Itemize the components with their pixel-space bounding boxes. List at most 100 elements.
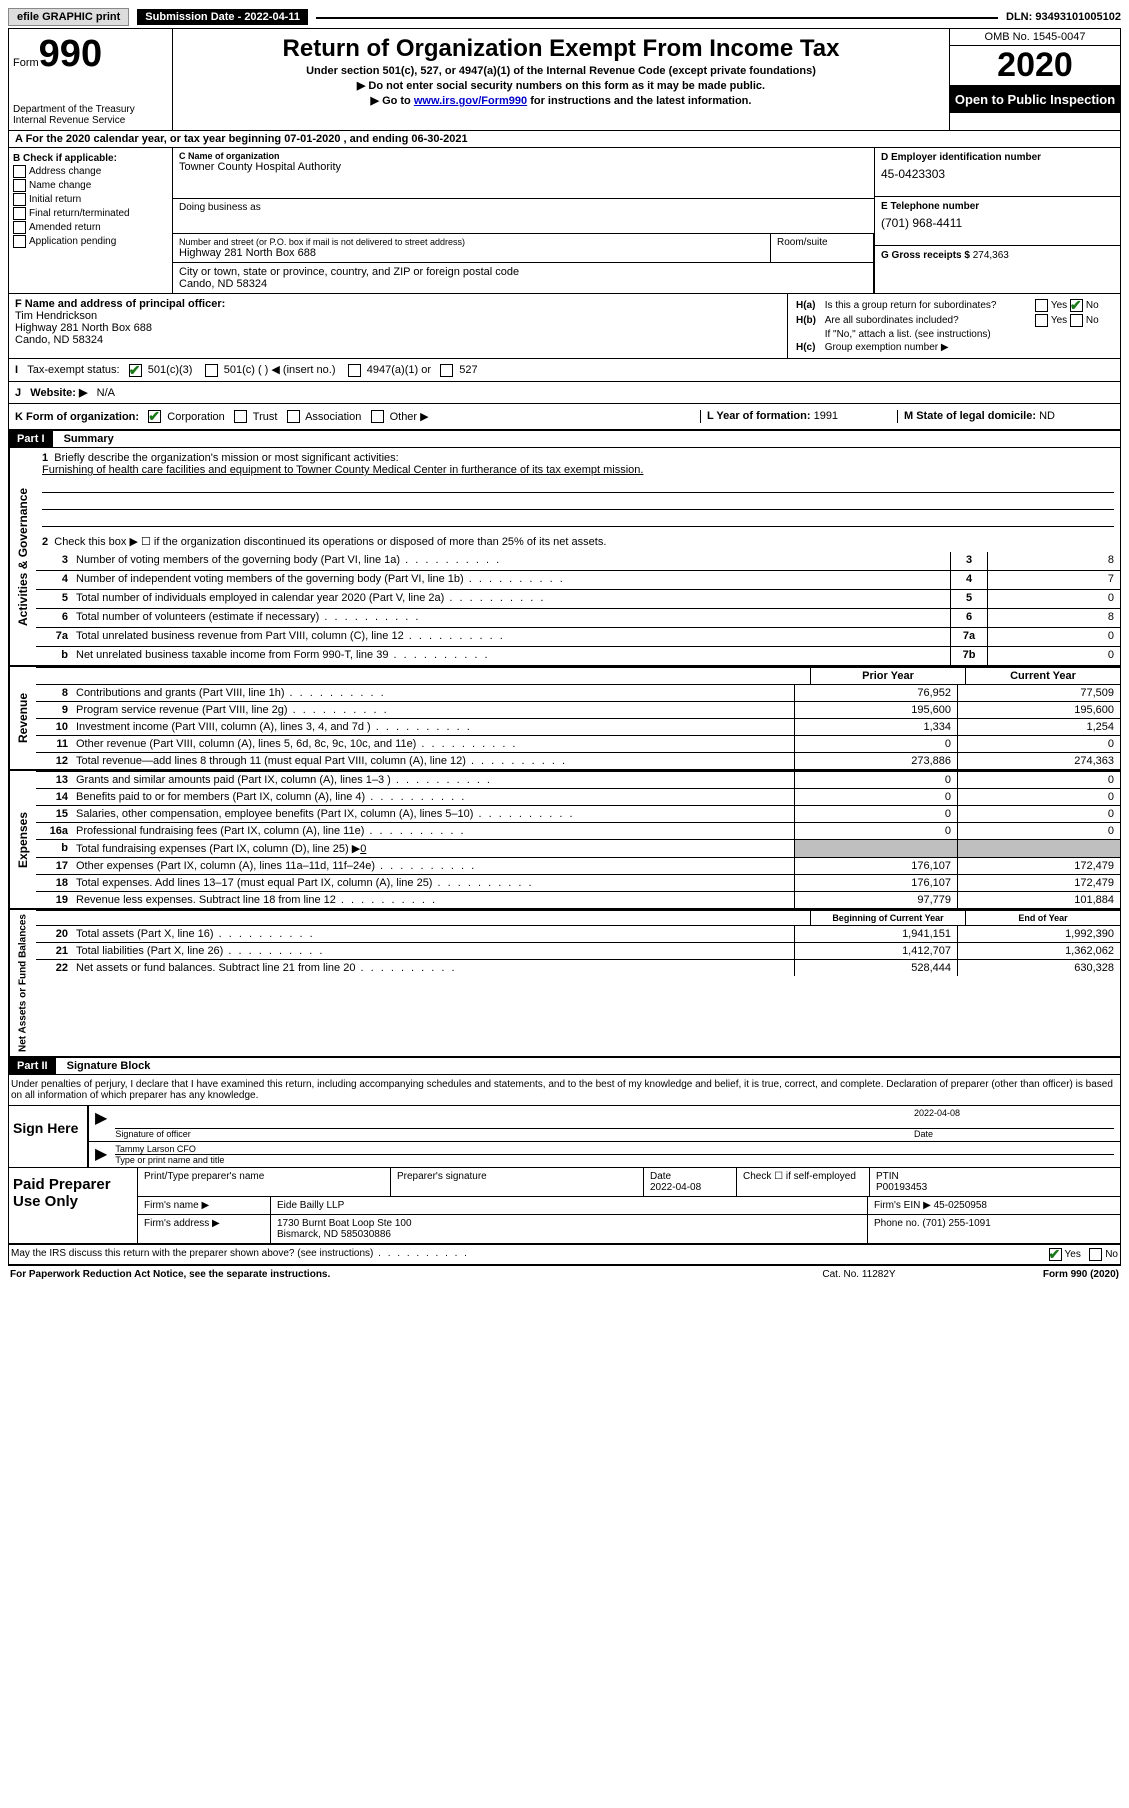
table-row: 13Grants and similar amounts paid (Part … [36, 771, 1120, 788]
cat-number: Cat. No. 11282Y [759, 1269, 959, 1280]
dept-label: Department of the Treasury [13, 104, 168, 115]
officer-addr2: Cando, ND 58324 [15, 334, 781, 346]
mission-text: Furnishing of health care facilities and… [42, 464, 643, 476]
ha-no-checkbox[interactable] [1070, 299, 1083, 312]
preparer-date: 2022-04-08 [650, 1182, 701, 1193]
top-bar: efile GRAPHIC print Submission Date - 20… [8, 8, 1121, 26]
section-a: A For the 2020 calendar year, or tax yea… [9, 131, 1120, 148]
initial-return-checkbox[interactable] [13, 193, 26, 206]
part1-title: Summary [60, 431, 118, 447]
table-row: 9Program service revenue (Part VIII, lin… [36, 701, 1120, 718]
table-row: 22Net assets or fund balances. Subtract … [36, 959, 1120, 976]
corp-checkbox[interactable] [148, 410, 161, 423]
form990-link[interactable]: www.irs.gov/Form990 [414, 95, 527, 107]
4947-checkbox[interactable] [348, 364, 361, 377]
street-label: Number and street (or P.O. box if mail i… [179, 237, 764, 247]
501c3-checkbox[interactable] [129, 364, 142, 377]
final-return-checkbox[interactable] [13, 207, 26, 220]
city-value: Cando, ND 58324 [179, 278, 867, 290]
section-h: H(a) Is this a group return for subordin… [787, 294, 1120, 358]
arrow-icon: ▶ [95, 1108, 115, 1139]
suite-label: Room/suite [771, 234, 874, 262]
table-row: 20Total assets (Part X, line 16)1,941,15… [36, 925, 1120, 942]
hb-no-checkbox[interactable] [1070, 314, 1083, 327]
vert-net-assets: Net Assets or Fund Balances [9, 910, 36, 1056]
submission-date: Submission Date - 2022-04-11 [137, 9, 308, 25]
table-row: 10Investment income (Part VIII, column (… [36, 718, 1120, 735]
table-row: 17Other expenses (Part IX, column (A), l… [36, 857, 1120, 874]
discuss-no-checkbox[interactable] [1089, 1248, 1102, 1261]
preparer-name-header: Print/Type preparer's name [138, 1168, 391, 1196]
line1-label: Briefly describe the organization's miss… [54, 452, 398, 464]
ein-label: D Employer identification number [881, 152, 1114, 163]
website-label: J [15, 387, 21, 399]
name-change-checkbox[interactable] [13, 179, 26, 192]
ein-value: 45-0423303 [881, 163, 1114, 181]
form-subtitle: Under section 501(c), 527, or 4947(a)(1)… [177, 65, 945, 77]
officer-name: Tim Hendrickson [15, 310, 781, 322]
paperwork-notice: For Paperwork Reduction Act Notice, see … [10, 1269, 330, 1280]
firm-name: Eide Bailly LLP [271, 1197, 868, 1214]
preparer-sig-header: Preparer's signature [391, 1168, 644, 1196]
sig-officer-label: Signature of officer [115, 1129, 914, 1139]
table-row: bNet unrelated business taxable income f… [36, 646, 1120, 665]
table-row: 16aProfessional fundraising fees (Part I… [36, 822, 1120, 839]
ha-yes-checkbox[interactable] [1035, 299, 1048, 312]
firm-ein: 45-0250958 [934, 1200, 987, 1211]
firm-addr2: Bismarck, ND 585030886 [277, 1229, 861, 1240]
website-value: N/A [97, 387, 115, 399]
vert-governance: Activities & Governance [9, 448, 36, 665]
irs-label: Internal Revenue Service [13, 115, 168, 126]
501c-checkbox[interactable] [205, 364, 218, 377]
527-checkbox[interactable] [440, 364, 453, 377]
discuss-yes-checkbox[interactable] [1049, 1248, 1062, 1261]
section-f: F Name and address of principal officer:… [9, 294, 787, 358]
table-row: 21Total liabilities (Part X, line 26)1,4… [36, 942, 1120, 959]
ssn-warning: ▶ Do not enter social security numbers o… [177, 79, 945, 92]
form-title: Return of Organization Exempt From Incom… [177, 35, 945, 63]
arrow-icon: ▶ [95, 1144, 115, 1165]
state-domicile: ND [1039, 410, 1055, 422]
tax-status-label: I [15, 364, 18, 376]
table-row: 7aTotal unrelated business revenue from … [36, 627, 1120, 646]
officer-printed-name: Tammy Larson CFO [115, 1144, 1114, 1155]
firm-addr1: 1730 Burnt Boat Loop Ste 100 [277, 1218, 861, 1229]
paid-preparer-label: Paid Preparer Use Only [9, 1168, 137, 1243]
gross-label: G Gross receipts $ [881, 250, 970, 261]
table-row: 6Total number of volunteers (estimate if… [36, 608, 1120, 627]
form-footer: Form 990 (2020) [959, 1269, 1119, 1280]
eoy-header: End of Year [965, 911, 1120, 925]
phone-label: E Telephone number [881, 201, 1114, 212]
table-row: 18Total expenses. Add lines 13–17 (must … [36, 874, 1120, 891]
dln: DLN: 93493101005102 [1006, 11, 1121, 23]
officer-addr1: Highway 281 North Box 688 [15, 322, 781, 334]
street-value: Highway 281 North Box 688 [179, 247, 764, 259]
part2-header: Part II [9, 1058, 56, 1074]
section-b: B Check if applicable: Address change Na… [9, 148, 173, 293]
ptin-value: P00193453 [876, 1182, 927, 1193]
application-pending-checkbox[interactable] [13, 235, 26, 248]
part1-header: Part I [9, 431, 53, 447]
printed-name-label: Type or print name and title [115, 1155, 1114, 1165]
table-row: 8Contributions and grants (Part VIII, li… [36, 684, 1120, 701]
address-change-checkbox[interactable] [13, 165, 26, 178]
current-year-header: Current Year [965, 668, 1120, 684]
org-name: Towner County Hospital Authority [179, 161, 868, 173]
sig-date: 2022-04-08 [914, 1108, 1114, 1129]
phone-value: (701) 968-4411 [881, 212, 1114, 230]
self-employed-check: Check ☐ if self-employed [737, 1168, 870, 1196]
line2-text: Check this box ▶ ☐ if the organization d… [54, 536, 606, 548]
table-row: 14Benefits paid to or for members (Part … [36, 788, 1120, 805]
other-checkbox[interactable] [371, 410, 384, 423]
amended-return-checkbox[interactable] [13, 221, 26, 234]
efile-button[interactable]: efile GRAPHIC print [8, 8, 129, 26]
hb-yes-checkbox[interactable] [1035, 314, 1048, 327]
assoc-checkbox[interactable] [287, 410, 300, 423]
part2-title: Signature Block [63, 1058, 155, 1074]
trust-checkbox[interactable] [234, 410, 247, 423]
goto-line: ▶ Go to www.irs.gov/Form990 for instruct… [177, 94, 945, 107]
omb-number: OMB No. 1545-0047 [950, 29, 1120, 46]
city-label: City or town, state or province, country… [179, 266, 867, 278]
tax-year: 2020 [950, 46, 1120, 86]
vert-revenue: Revenue [9, 667, 36, 769]
